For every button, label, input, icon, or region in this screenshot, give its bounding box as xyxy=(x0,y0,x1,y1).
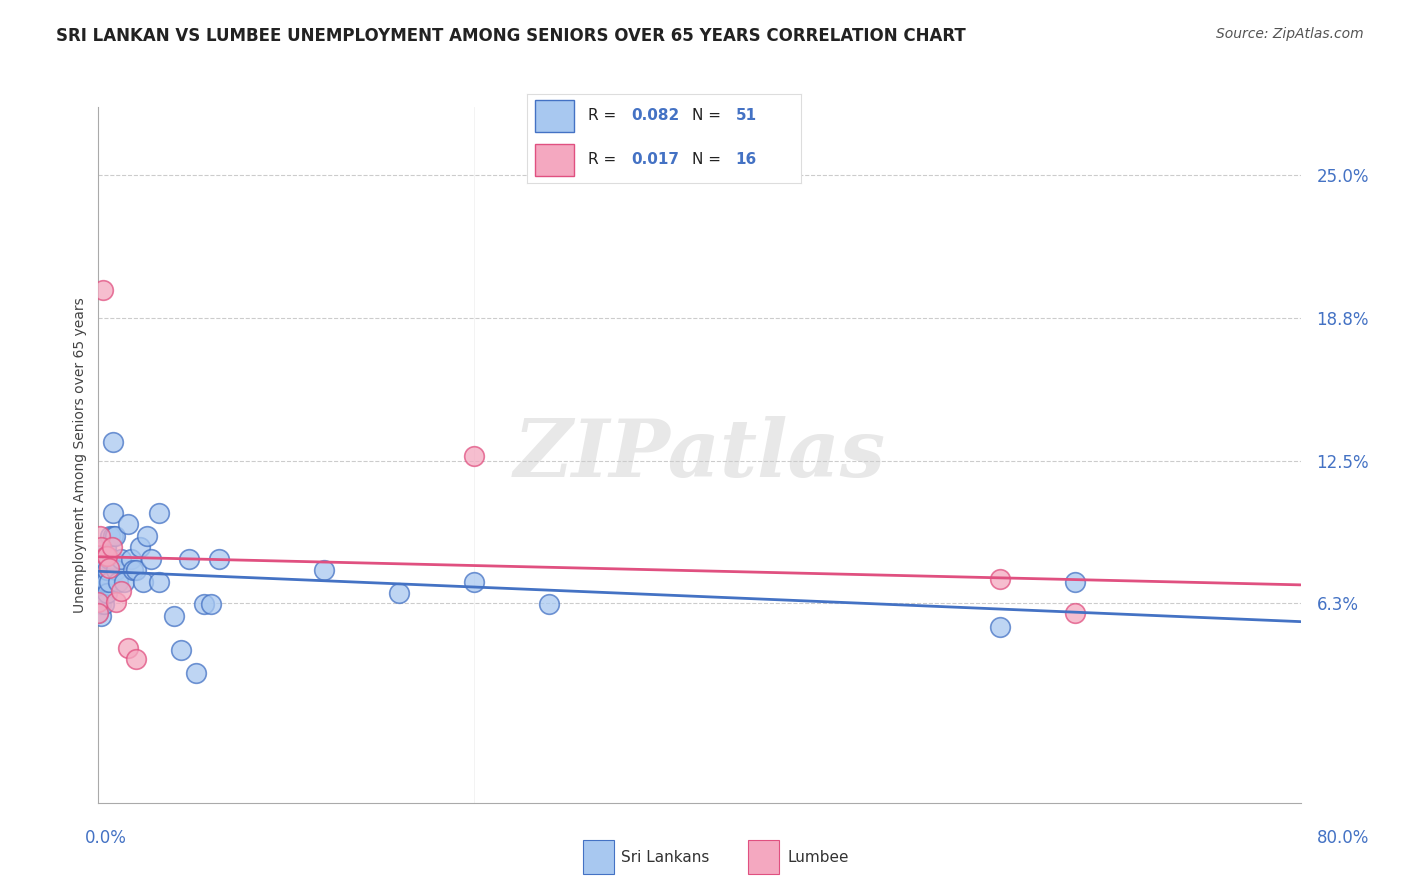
Point xyxy=(91,563,114,577)
Point xyxy=(117,640,139,655)
Point xyxy=(101,551,124,566)
Point xyxy=(1064,607,1087,621)
Point xyxy=(89,574,111,589)
Point xyxy=(148,574,170,589)
Point xyxy=(121,551,143,566)
Point xyxy=(93,598,115,612)
Point xyxy=(388,586,411,600)
Point xyxy=(89,598,111,612)
Point xyxy=(97,574,120,589)
Point xyxy=(90,608,112,623)
Point xyxy=(87,583,110,598)
Point xyxy=(139,551,162,566)
Point xyxy=(110,551,132,566)
Text: N =: N = xyxy=(692,153,725,167)
Point xyxy=(100,529,122,543)
Point xyxy=(538,598,561,612)
Point xyxy=(101,541,124,555)
Point xyxy=(89,529,111,543)
Text: Lumbee: Lumbee xyxy=(787,850,849,864)
Text: Source: ZipAtlas.com: Source: ZipAtlas.com xyxy=(1216,27,1364,41)
Point xyxy=(104,529,127,543)
Point xyxy=(94,541,117,555)
Point xyxy=(87,595,110,609)
Point xyxy=(125,563,148,577)
Point xyxy=(105,563,128,577)
Point xyxy=(96,563,118,577)
Text: R =: R = xyxy=(588,109,620,123)
Point xyxy=(122,563,145,577)
Text: 0.082: 0.082 xyxy=(631,109,679,123)
Point xyxy=(103,529,125,543)
Point xyxy=(90,598,112,612)
Text: N =: N = xyxy=(692,109,725,123)
Point xyxy=(105,595,128,609)
Point xyxy=(162,608,184,623)
Point xyxy=(170,643,193,657)
Point xyxy=(94,549,117,564)
Point xyxy=(94,574,117,589)
Point xyxy=(97,551,120,566)
Point xyxy=(112,574,135,589)
Point xyxy=(132,574,155,589)
Point xyxy=(200,598,222,612)
Point xyxy=(87,595,110,609)
Point xyxy=(91,586,114,600)
Point xyxy=(93,551,115,566)
Point xyxy=(96,549,118,564)
Point xyxy=(125,652,148,666)
Point xyxy=(87,607,110,621)
Text: R =: R = xyxy=(588,153,620,167)
Point xyxy=(103,506,125,520)
Point xyxy=(148,506,170,520)
Text: 16: 16 xyxy=(735,153,756,167)
Bar xyxy=(536,144,574,176)
Point xyxy=(91,283,114,297)
Point xyxy=(193,598,215,612)
Point xyxy=(103,435,125,450)
Text: SRI LANKAN VS LUMBEE UNEMPLOYMENT AMONG SENIORS OVER 65 YEARS CORRELATION CHART: SRI LANKAN VS LUMBEE UNEMPLOYMENT AMONG … xyxy=(56,27,966,45)
Text: ZIPatlas: ZIPatlas xyxy=(513,417,886,493)
Point xyxy=(312,563,335,577)
Point xyxy=(107,574,129,589)
Point xyxy=(96,586,118,600)
Point xyxy=(988,620,1011,634)
Point xyxy=(93,574,115,589)
Point xyxy=(988,572,1011,586)
Text: 80.0%: 80.0% xyxy=(1316,829,1369,847)
Point xyxy=(184,665,207,680)
Text: 0.0%: 0.0% xyxy=(84,829,127,847)
Bar xyxy=(536,100,574,132)
Point xyxy=(129,541,152,555)
Point xyxy=(87,607,110,621)
Point xyxy=(135,529,157,543)
Point xyxy=(90,541,112,555)
Point xyxy=(463,574,485,589)
Point xyxy=(110,583,132,598)
Point xyxy=(1064,574,1087,589)
Point xyxy=(177,551,200,566)
Point xyxy=(463,449,485,463)
Point xyxy=(97,561,120,575)
Text: Sri Lankans: Sri Lankans xyxy=(621,850,710,864)
Y-axis label: Unemployment Among Seniors over 65 years: Unemployment Among Seniors over 65 years xyxy=(73,297,87,613)
Text: 51: 51 xyxy=(735,109,756,123)
Point xyxy=(117,517,139,532)
Text: 0.017: 0.017 xyxy=(631,153,679,167)
Point xyxy=(208,551,231,566)
